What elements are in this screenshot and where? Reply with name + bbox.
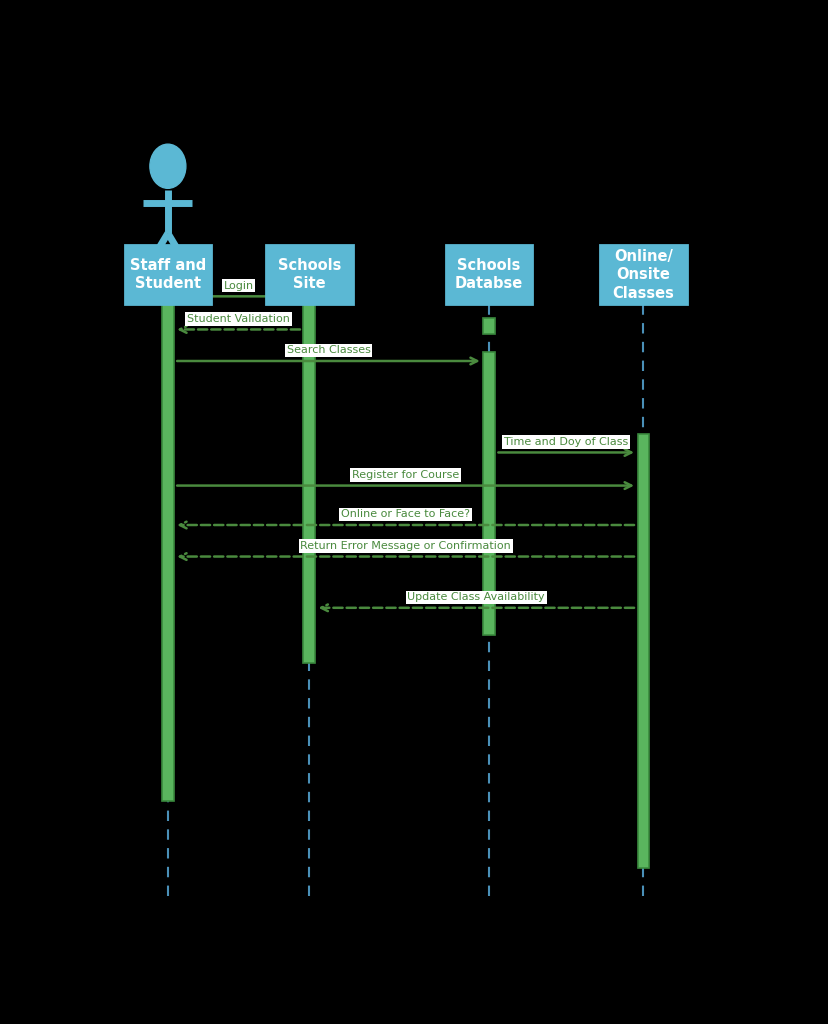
Text: Return Error Message or Confirmation: Return Error Message or Confirmation (300, 541, 510, 551)
FancyBboxPatch shape (483, 351, 494, 635)
Text: Online or Face to Face?: Online or Face to Face? (340, 510, 469, 519)
Text: Schools
Databse: Schools Databse (455, 258, 522, 292)
Text: Update Class Availability: Update Class Availability (407, 592, 545, 602)
Text: Schools
Site: Schools Site (277, 258, 340, 292)
Text: Time and Doy of Class: Time and Doy of Class (503, 437, 628, 446)
FancyBboxPatch shape (124, 245, 211, 304)
Text: Search Classes: Search Classes (286, 345, 370, 355)
Text: Login: Login (224, 281, 253, 291)
Text: Register for Course: Register for Course (352, 470, 459, 480)
FancyBboxPatch shape (445, 245, 532, 304)
Text: Staff and
Student: Staff and Student (130, 258, 205, 292)
FancyBboxPatch shape (483, 318, 494, 334)
Text: Student Validation: Student Validation (187, 314, 290, 324)
FancyBboxPatch shape (162, 281, 173, 801)
FancyBboxPatch shape (303, 281, 315, 663)
FancyBboxPatch shape (637, 434, 648, 868)
Circle shape (150, 144, 185, 188)
FancyBboxPatch shape (599, 245, 686, 304)
Text: Online/
Onsite
Classes: Online/ Onsite Classes (612, 249, 673, 301)
FancyBboxPatch shape (266, 245, 352, 304)
